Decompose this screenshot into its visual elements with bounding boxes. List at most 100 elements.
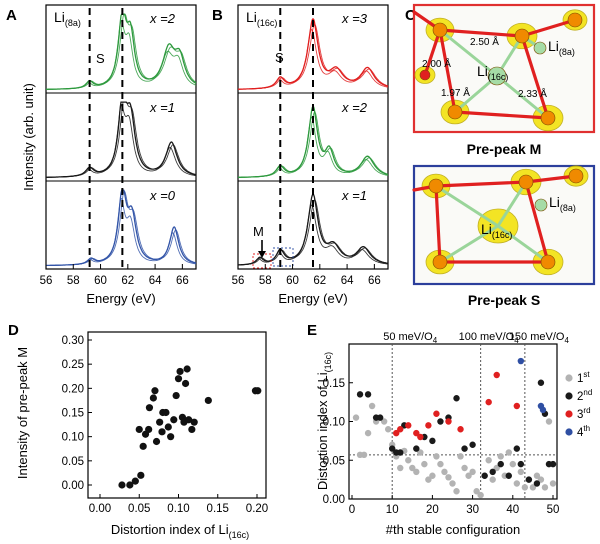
panel-e-ticks: 0 10 20 30 40 50 0.00 0.05 0.10 0.15	[323, 378, 560, 516]
e-legend-marker-2	[565, 392, 573, 400]
e-point-1st-44	[529, 484, 537, 491]
e-point-1st-16	[417, 449, 424, 456]
e-point-1st-42	[521, 484, 529, 491]
panel-b-row-3-label: x =1	[341, 188, 367, 203]
e-point-1st-47	[541, 484, 549, 491]
e-point-1st-40	[513, 480, 521, 487]
b-trace-3-3	[238, 204, 388, 266]
e-point-1st-34	[489, 476, 496, 483]
b-xtick-label-56: 56	[232, 275, 245, 287]
d-xtick-label-0.15: 0.15	[207, 503, 229, 515]
d-point-22	[176, 367, 184, 376]
d-point-10	[149, 394, 157, 402]
e-point-1st-28	[465, 472, 472, 479]
e-point-3rd-10	[485, 398, 492, 406]
e-legend-label-2: 2nd	[577, 388, 592, 403]
bond	[438, 28, 457, 114]
distance-label-3: 1.97 Å	[441, 86, 470, 99]
e-point-3rd-6	[425, 422, 432, 429]
corner-site-label-bottom: Li(8a)	[549, 194, 576, 213]
d-point-9	[145, 404, 154, 412]
e-point-3rd-7	[433, 410, 440, 417]
d-point-16	[162, 408, 170, 417]
e-point-1st-33	[485, 457, 492, 464]
e-energy-label-3: 150 meV/O4	[509, 331, 570, 345]
a-trace-3-3	[46, 197, 197, 266]
mn-atom-2	[514, 28, 530, 44]
b-xtick-label-64: 64	[341, 275, 354, 287]
panel-b-row-2-label: x =2	[341, 100, 368, 115]
panel-a-xticks: 56 58 60 62 64 66	[40, 264, 189, 287]
e-point-1st-26	[457, 453, 464, 460]
e-point-1st-38	[505, 449, 512, 456]
d-point-6	[135, 425, 143, 434]
e-xtick-label-0: 0	[349, 504, 355, 516]
e-point-1st-30	[473, 488, 480, 495]
panel-b-frame	[237, 4, 389, 270]
e-point-1st-41	[517, 468, 525, 476]
panel-e-xlabel: #th stable configuration	[386, 522, 520, 537]
d-point-18	[167, 433, 175, 441]
panel-label-b: B	[212, 7, 223, 24]
panel-c-bottom-structure: Li(16c) Li(8a)	[412, 164, 596, 286]
corner-site-label-top: Li(8a)	[548, 38, 575, 57]
d-point-8	[145, 425, 153, 434]
e-xtick-label-40: 40	[506, 504, 519, 516]
e-point-2nd-24	[533, 480, 541, 487]
d-point-30	[204, 396, 212, 405]
e-point-2nd-16	[469, 441, 476, 448]
e-point-2nd-25	[537, 379, 545, 386]
e-point-3rd-2	[397, 426, 404, 433]
panel-b-peak-s-label: S	[275, 50, 284, 65]
e-point-2nd-5	[389, 445, 396, 452]
e-point-1st-1	[352, 414, 360, 421]
e-point-1st-17	[421, 460, 428, 468]
e-point-2nd-22	[517, 460, 525, 468]
e-ytick-label-0.15: 0.15	[323, 378, 345, 390]
e-point-1st-29	[469, 468, 476, 476]
panel-c-bottom-title: Pre-peak S	[468, 292, 540, 308]
e-point-1st-22	[441, 468, 448, 476]
b-xtick-label-66: 66	[368, 275, 381, 287]
panel-d-frame	[87, 331, 267, 499]
e-point-1st-31	[477, 491, 484, 499]
e-point-2nd-15	[461, 445, 468, 452]
panel-b-xticks: 56 58 60 62 64 66	[232, 264, 381, 287]
e-xtick-label-10: 10	[386, 504, 399, 516]
panel-e-points	[352, 357, 557, 499]
a-xtick-label-56: 56	[40, 275, 53, 287]
d-point-19	[170, 416, 178, 424]
e-point-2nd-11	[429, 437, 436, 445]
panel-e-frame	[348, 343, 558, 500]
e-point-1st-49	[549, 480, 557, 487]
e-point-3rd-5	[417, 433, 424, 441]
d-point-32	[254, 387, 262, 395]
panel-d-points	[118, 365, 262, 489]
center-site-label-bottom: Li(16c)	[481, 221, 512, 240]
e-point-1st-46	[537, 476, 545, 483]
panel-b: Li(16c) S M x =3 x =2 x =1 56 58 60 62 64 66 …	[232, 4, 389, 306]
b-xtick-label-62: 62	[313, 275, 326, 287]
d-point-12	[152, 437, 161, 446]
li-16c-atom	[487, 66, 507, 86]
panel-c: 2.50 Å 2.00 Å 1.97 Å 2.33 Å Li(16c) Li(8…	[412, 3, 596, 308]
panel-a-row-1-label: x =2	[149, 11, 176, 26]
panel-d-xlabel: Distortion index of Li(16c)	[111, 522, 249, 540]
b-xtick-label-58: 58	[259, 275, 272, 287]
mn-atom-3	[567, 12, 583, 28]
mn-atom-4	[432, 254, 448, 270]
e-energy-label-1: 50 meV/O4	[383, 331, 438, 345]
bond	[520, 34, 550, 120]
e-point-1st-19	[429, 472, 436, 479]
bond	[524, 174, 578, 184]
a-xtick-label-60: 60	[94, 275, 107, 287]
panel-label-d: D	[8, 322, 19, 339]
b-xtick-label-60: 60	[286, 275, 299, 287]
e-point-2nd-19	[497, 460, 504, 468]
e-point-2nd-9	[413, 445, 420, 452]
a-xtick-label-66: 66	[176, 275, 189, 287]
panel-label-c: C	[405, 7, 416, 24]
